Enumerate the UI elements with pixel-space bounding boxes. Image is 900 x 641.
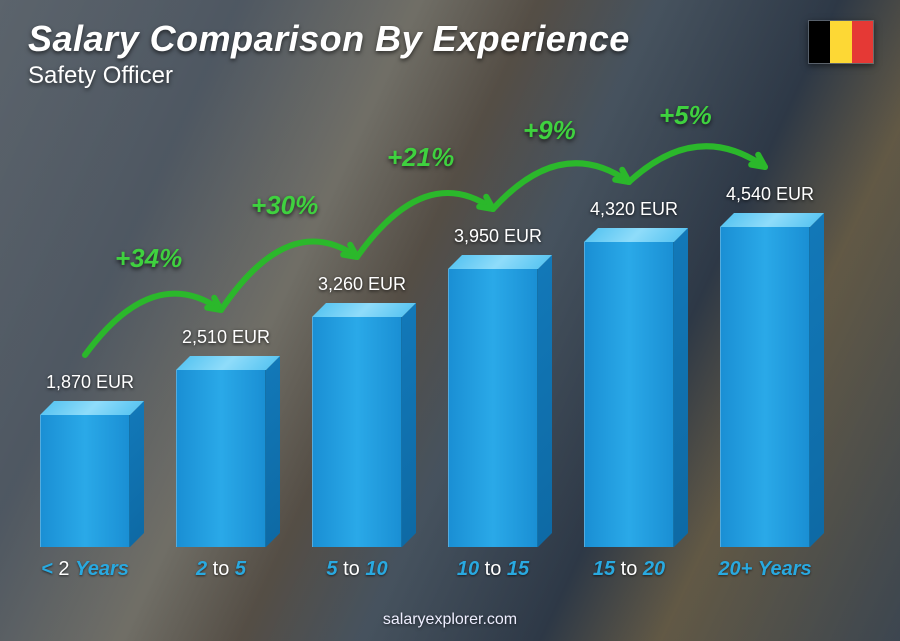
delta-label: +34% (115, 243, 182, 274)
bar-front (448, 269, 538, 547)
x-category-label: 10 to 15 (428, 558, 558, 581)
bar-side (266, 356, 280, 547)
x-category-label: 15 to 20 (564, 558, 694, 581)
bar-top (584, 228, 688, 242)
bar-slot: 2,510 EUR2 to 5 (166, 110, 276, 581)
bar-side (674, 228, 688, 547)
bar-front (312, 317, 402, 547)
bar-front (720, 227, 810, 547)
bar-top (720, 213, 824, 227)
bar-slot: 3,260 EUR5 to 10 (302, 110, 412, 581)
bar-slot: 3,950 EUR10 to 15 (438, 110, 548, 581)
bar-top (312, 303, 416, 317)
bar-side (130, 401, 144, 547)
delta-label: +21% (387, 142, 454, 173)
delta-label: +30% (251, 190, 318, 221)
belgium-flag-icon (808, 20, 874, 64)
bar-top (40, 401, 144, 415)
bar (584, 242, 674, 547)
bar-top (176, 356, 280, 370)
bar-value-label: 4,320 EUR (574, 199, 694, 220)
bar (312, 317, 402, 547)
chart-subtitle: Safety Officer (28, 62, 173, 90)
bar-slot: 1,870 EUR< 2 Years (30, 110, 140, 581)
chart-title: Salary Comparison By Experience (28, 18, 630, 60)
bar-value-label: 2,510 EUR (166, 327, 286, 348)
bar-chart: 1,870 EUR< 2 Years2,510 EUR2 to 53,260 E… (30, 110, 850, 581)
delta-label: +5% (659, 100, 712, 131)
bar-value-label: 3,260 EUR (302, 274, 422, 295)
bar-side (538, 255, 552, 547)
bar-side (402, 303, 416, 547)
bar-value-label: 3,950 EUR (438, 226, 558, 247)
bar (176, 370, 266, 547)
x-category-label: 2 to 5 (156, 558, 286, 581)
bar-front (40, 415, 130, 547)
footer-attribution: salaryexplorer.com (0, 611, 900, 629)
bar-side (810, 213, 824, 547)
bar (40, 415, 130, 547)
bar (448, 269, 538, 547)
bar-top (448, 255, 552, 269)
chart-stage: Salary Comparison By Experience Safety O… (0, 0, 900, 641)
bar-slot: 4,320 EUR15 to 20 (574, 110, 684, 581)
x-category-label: 5 to 10 (292, 558, 422, 581)
flag-stripe-yellow (830, 21, 851, 63)
bar-value-label: 4,540 EUR (710, 184, 830, 205)
bar-value-label: 1,870 EUR (30, 372, 150, 393)
x-category-label: 20+ Years (700, 558, 830, 581)
delta-label: +9% (523, 115, 576, 146)
bar-slot: 4,540 EUR20+ Years (710, 110, 820, 581)
x-category-label: < 2 Years (20, 558, 150, 581)
bar (720, 227, 810, 547)
flag-stripe-red (852, 21, 873, 63)
bar-front (584, 242, 674, 547)
flag-stripe-black (809, 21, 830, 63)
bar-front (176, 370, 266, 547)
